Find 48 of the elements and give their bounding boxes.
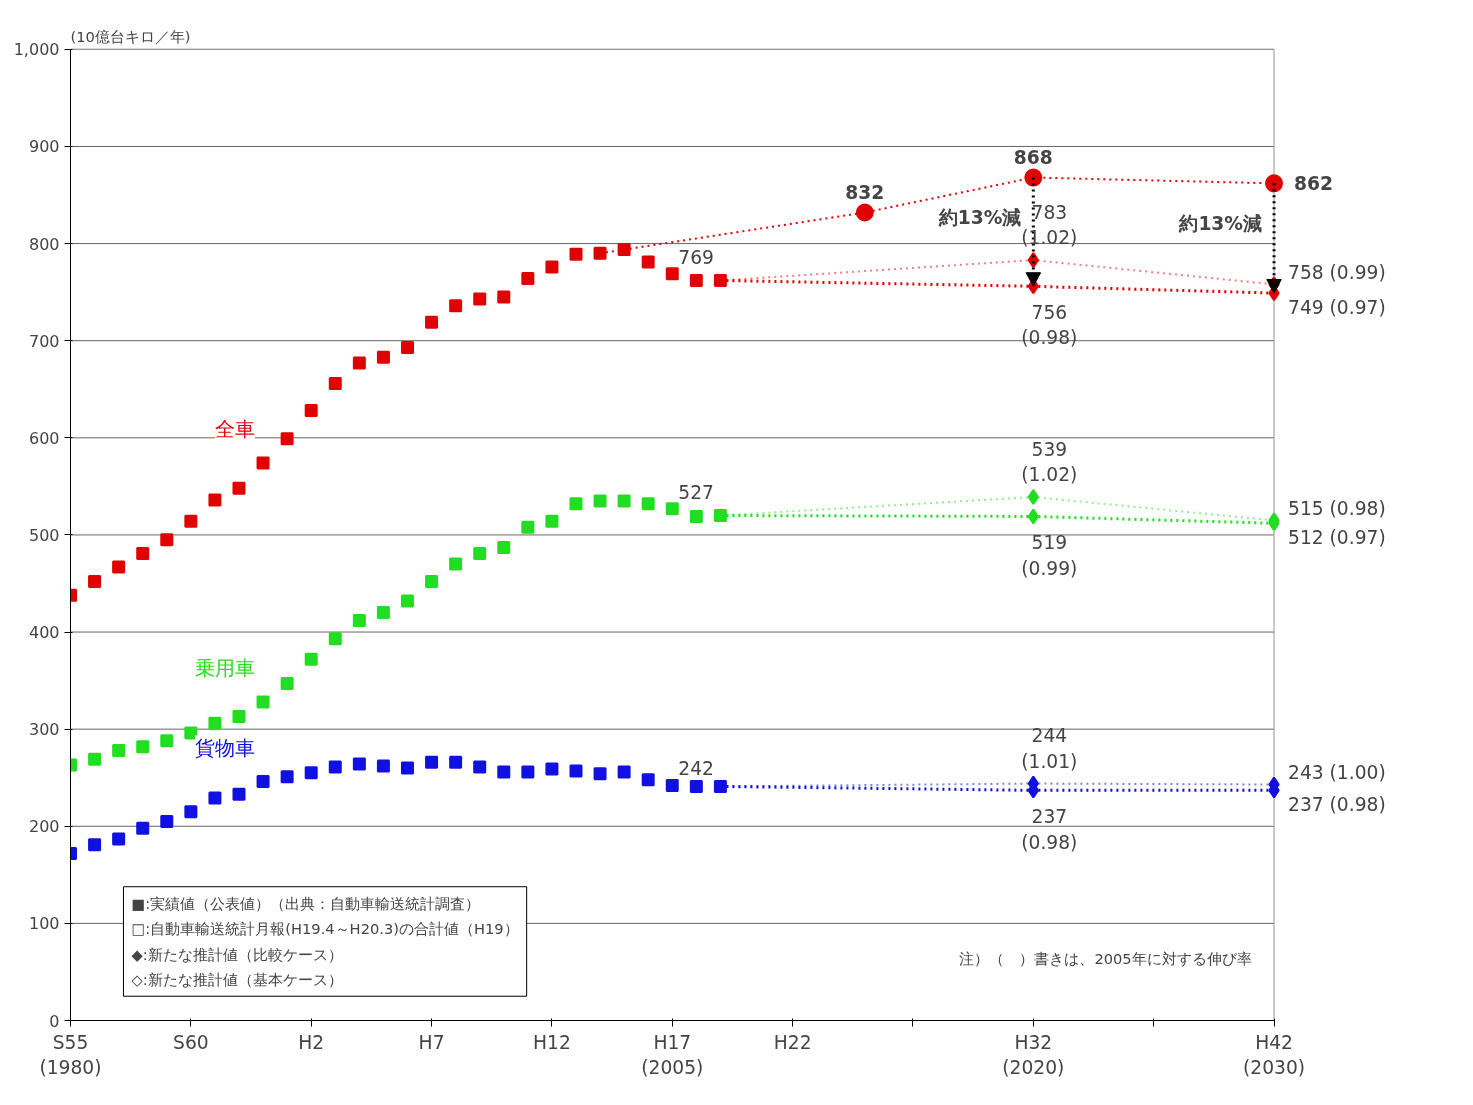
- data-label: 519 (0.99): [1021, 532, 1078, 579]
- y-tick-label: 200: [28, 817, 60, 837]
- data-label: 527: [678, 481, 714, 503]
- data-label: 868: [1013, 146, 1053, 168]
- x-tick-label: H17 (2005): [641, 1031, 704, 1078]
- y-tick-label: 1,000: [13, 40, 60, 60]
- data-label: 512 (0.97): [1288, 526, 1386, 548]
- annotation: 注）（ ）書きは、2005年に対する伸び率: [959, 950, 1252, 968]
- data-label: 237 (0.98): [1021, 806, 1078, 853]
- data-label: 515 (0.98): [1288, 497, 1386, 519]
- data-label: 769: [678, 246, 714, 268]
- data-label: 243 (1.00): [1288, 762, 1386, 784]
- data-label: 862: [1294, 173, 1333, 195]
- y-tick-label: 600: [28, 428, 60, 448]
- annotation: ◇:新たな推計値（基本ケース）: [131, 971, 343, 989]
- x-tick-label: H22: [773, 1031, 812, 1053]
- annotation: □:自動車輸送統計月報(H19.4～H20.3)の合計値（H19）: [131, 920, 519, 938]
- x-tick-label: H2: [298, 1031, 325, 1053]
- annotation: ■:実績値（公表値）（出典：自動車輸送統計調査）: [131, 894, 481, 912]
- annotation: 約13%減: [1178, 213, 1263, 235]
- annotation: 約13%減: [937, 206, 1022, 228]
- data-label: 749 (0.97): [1288, 296, 1386, 318]
- x-tick-label: H7: [418, 1031, 445, 1053]
- x-tick-label: H12: [533, 1031, 571, 1053]
- y-tick-label: 0: [49, 1011, 60, 1031]
- x-tick-label: S55 (1980): [39, 1031, 102, 1078]
- data-label: 832: [845, 181, 885, 203]
- x-tick-label: S60: [173, 1031, 209, 1053]
- data-label: 244 (1.01): [1021, 725, 1078, 772]
- annotation: ◆:新たな推計値（比較ケース）: [131, 945, 343, 963]
- data-label: 237 (0.98): [1288, 793, 1386, 815]
- y-tick-label: 300: [28, 720, 60, 740]
- y-tick-label: 900: [28, 137, 60, 157]
- y-tick-label: 800: [28, 234, 60, 254]
- y-tick-label: 100: [28, 914, 60, 934]
- y-tick-label: 500: [28, 525, 60, 545]
- series-label: 乗用車: [195, 655, 256, 680]
- series-label: 貨物車: [195, 735, 256, 760]
- data-label: 758 (0.99): [1288, 261, 1386, 283]
- y-axis-title: (10億台キロ／年): [70, 28, 191, 46]
- data-label: 242: [678, 758, 714, 780]
- series-label: 全車: [215, 417, 256, 442]
- y-tick-label: 400: [28, 623, 60, 643]
- x-tick-label: H32 (2020): [1002, 1031, 1065, 1078]
- y-tick-label: 700: [28, 331, 60, 351]
- x-tick-label: H42 (2030): [1243, 1031, 1306, 1078]
- data-label: 783 (1.02): [1021, 201, 1078, 249]
- data-label: 539 (1.02): [1021, 438, 1078, 486]
